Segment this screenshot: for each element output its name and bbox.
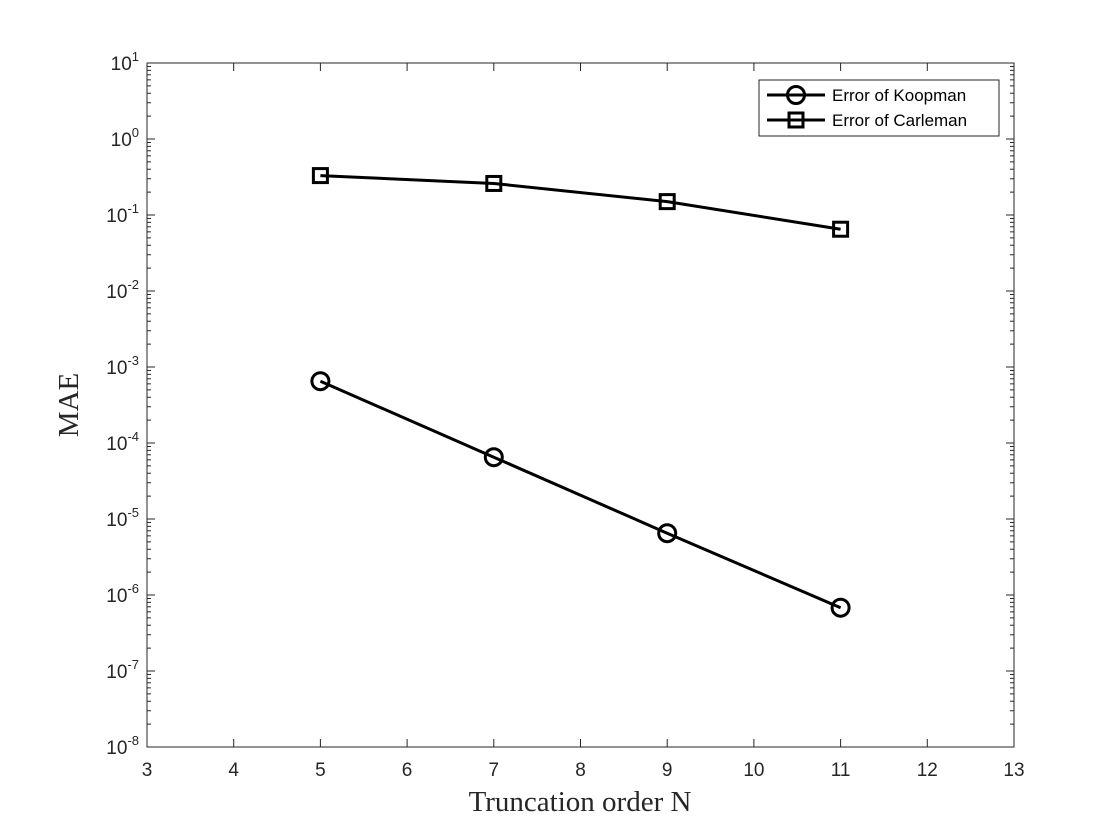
x-tick-label: 7 xyxy=(489,760,500,781)
data-point-error-of-koopman xyxy=(310,371,331,392)
data-point-error-of-koopman xyxy=(657,523,678,544)
x-tick-labels: 3 4 5 6 7 8 9 10 11 12 13 xyxy=(142,760,1025,781)
y-tick-label: 10-6 xyxy=(106,581,139,607)
y-tick-base: 10 xyxy=(106,586,127,607)
x-tick-label: 10 xyxy=(743,760,764,781)
y-tick-base: 10 xyxy=(111,54,132,75)
y-tick-label: 10-7 xyxy=(106,657,139,683)
y-tick-exponent: -2 xyxy=(127,277,139,292)
y-axis-title: MAE xyxy=(53,373,85,437)
x-tick-label: 3 xyxy=(142,760,153,781)
y-tick-exponent: -8 xyxy=(127,733,139,748)
legend-marker-carleman xyxy=(787,111,805,129)
x-tick-label: 4 xyxy=(228,760,239,781)
x-tick-label: 12 xyxy=(917,760,938,781)
legend-label-koopman: Error of Koopman xyxy=(832,86,966,105)
plot-area xyxy=(146,62,1015,748)
x-tick-label: 13 xyxy=(1003,760,1024,781)
y-tick-base: 10 xyxy=(106,510,127,531)
y-tick-label: 10-8 xyxy=(106,733,139,759)
y-tick-exponent: 0 xyxy=(132,125,139,140)
data-point-error-of-carleman xyxy=(311,167,329,185)
y-tick-exponent: -5 xyxy=(127,505,139,520)
y-tick-exponent: -6 xyxy=(127,581,139,596)
y-tick-label: 10-5 xyxy=(106,505,139,531)
data-point-error-of-carleman xyxy=(485,174,503,192)
y-tick-exponent: 1 xyxy=(132,49,139,64)
x-tick-label: 11 xyxy=(831,760,851,781)
y-tick-label: 100 xyxy=(111,125,139,151)
y-tick-exponent: -1 xyxy=(127,201,139,216)
y-tick-base: 10 xyxy=(106,434,127,455)
x-tick-label: 9 xyxy=(662,760,673,781)
y-tick-label: 10-1 xyxy=(106,201,139,227)
data-point-error-of-carleman xyxy=(658,193,676,211)
data-point-error-of-koopman xyxy=(830,597,851,618)
y-tick-label: 10-2 xyxy=(106,277,139,303)
x-tick-label: 8 xyxy=(575,760,586,781)
x-axis-title: Truncation order N xyxy=(469,786,692,818)
series-line-error-of-koopman xyxy=(319,379,842,610)
y-tick-base: 10 xyxy=(106,738,127,759)
series-layer xyxy=(310,167,851,618)
axis-ticks xyxy=(146,62,1015,748)
y-tick-base: 10 xyxy=(106,662,127,683)
legend-label-carleman: Error of Carleman xyxy=(832,111,967,130)
y-tick-exponent: -7 xyxy=(127,657,139,672)
y-tick-exponent: -4 xyxy=(127,429,139,444)
y-tick-label: 10-4 xyxy=(106,429,139,455)
data-point-error-of-carleman xyxy=(832,220,850,238)
legend: Error of Koopman Error of Carleman xyxy=(758,79,1000,137)
series-line-error-of-carleman xyxy=(320,174,841,231)
x-tick-label: 6 xyxy=(402,760,413,781)
y-tick-label: 101 xyxy=(111,49,139,75)
x-tick-label: 5 xyxy=(315,760,326,781)
legend-marker-koopman xyxy=(786,85,806,105)
data-point-error-of-koopman xyxy=(483,447,504,468)
y-tick-base: 10 xyxy=(111,130,132,151)
y-tick-base: 10 xyxy=(106,206,127,227)
y-tick-label: 10-3 xyxy=(106,353,139,379)
y-tick-base: 10 xyxy=(106,358,127,379)
y-tick-base: 10 xyxy=(106,282,127,303)
y-tick-exponent: -3 xyxy=(127,353,139,368)
